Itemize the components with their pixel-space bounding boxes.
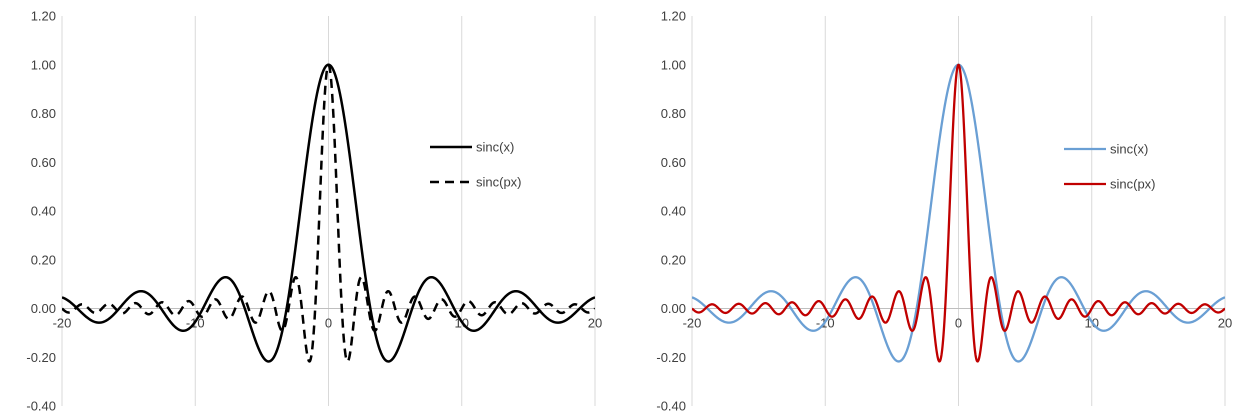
y-tick-label: 0.60 [31, 155, 56, 170]
x-tick-label: -20 [53, 316, 72, 331]
y-tick-label: -0.40 [656, 399, 686, 414]
y-tick-label: 0.00 [31, 301, 56, 316]
y-tick-label: -0.20 [26, 350, 56, 365]
chart-right: -0.40 -0.20 0.00 0.20 0.40 0.60 0.80 1.00 1.20 -2… [620, 0, 1235, 418]
chart-left-svg: -0.40 -0.20 0.00 0.20 0.40 0.60 0.80 1.00 1.20 -2… [26, 9, 602, 414]
y-tick-label: 1.20 [661, 9, 686, 24]
x-tick-label: 0 [955, 316, 962, 331]
x-tick-label: 20 [588, 316, 602, 331]
x-tick-label: 0 [325, 316, 332, 331]
legend-label: sinc(px) [476, 175, 522, 190]
chart-right-svg: -0.40 -0.20 0.00 0.20 0.40 0.60 0.80 1.00 1.20 -2… [656, 9, 1232, 414]
y-tick-label: 1.00 [661, 57, 686, 72]
y-tick-label: 0.00 [661, 301, 686, 316]
y-tick-label: 0.20 [31, 252, 56, 267]
y-tick-label: 0.40 [661, 204, 686, 219]
y-tick-label: 0.20 [661, 252, 686, 267]
y-tick-label: -0.40 [26, 399, 56, 414]
x-tick-label: -20 [683, 316, 702, 331]
legend-label: sinc(x) [476, 140, 514, 155]
y-tick-label: 1.20 [31, 9, 56, 24]
y-tick-label: 0.80 [31, 106, 56, 121]
series-line-sincx [62, 63, 595, 363]
series-line-sincpx [692, 63, 1225, 363]
y-tick-label: -0.20 [656, 350, 686, 365]
chart-left: -0.40 -0.20 0.00 0.20 0.40 0.60 0.80 1.00 1.20 -2… [0, 0, 615, 418]
legend-label: sinc(x) [1110, 142, 1148, 157]
legend-label: sinc(px) [1110, 177, 1156, 192]
y-tick-label: 0.60 [661, 155, 686, 170]
y-tick-label: 0.80 [661, 106, 686, 121]
y-tick-label: 1.00 [31, 57, 56, 72]
y-tick-label: 0.40 [31, 204, 56, 219]
x-tick-label: 20 [1218, 316, 1232, 331]
